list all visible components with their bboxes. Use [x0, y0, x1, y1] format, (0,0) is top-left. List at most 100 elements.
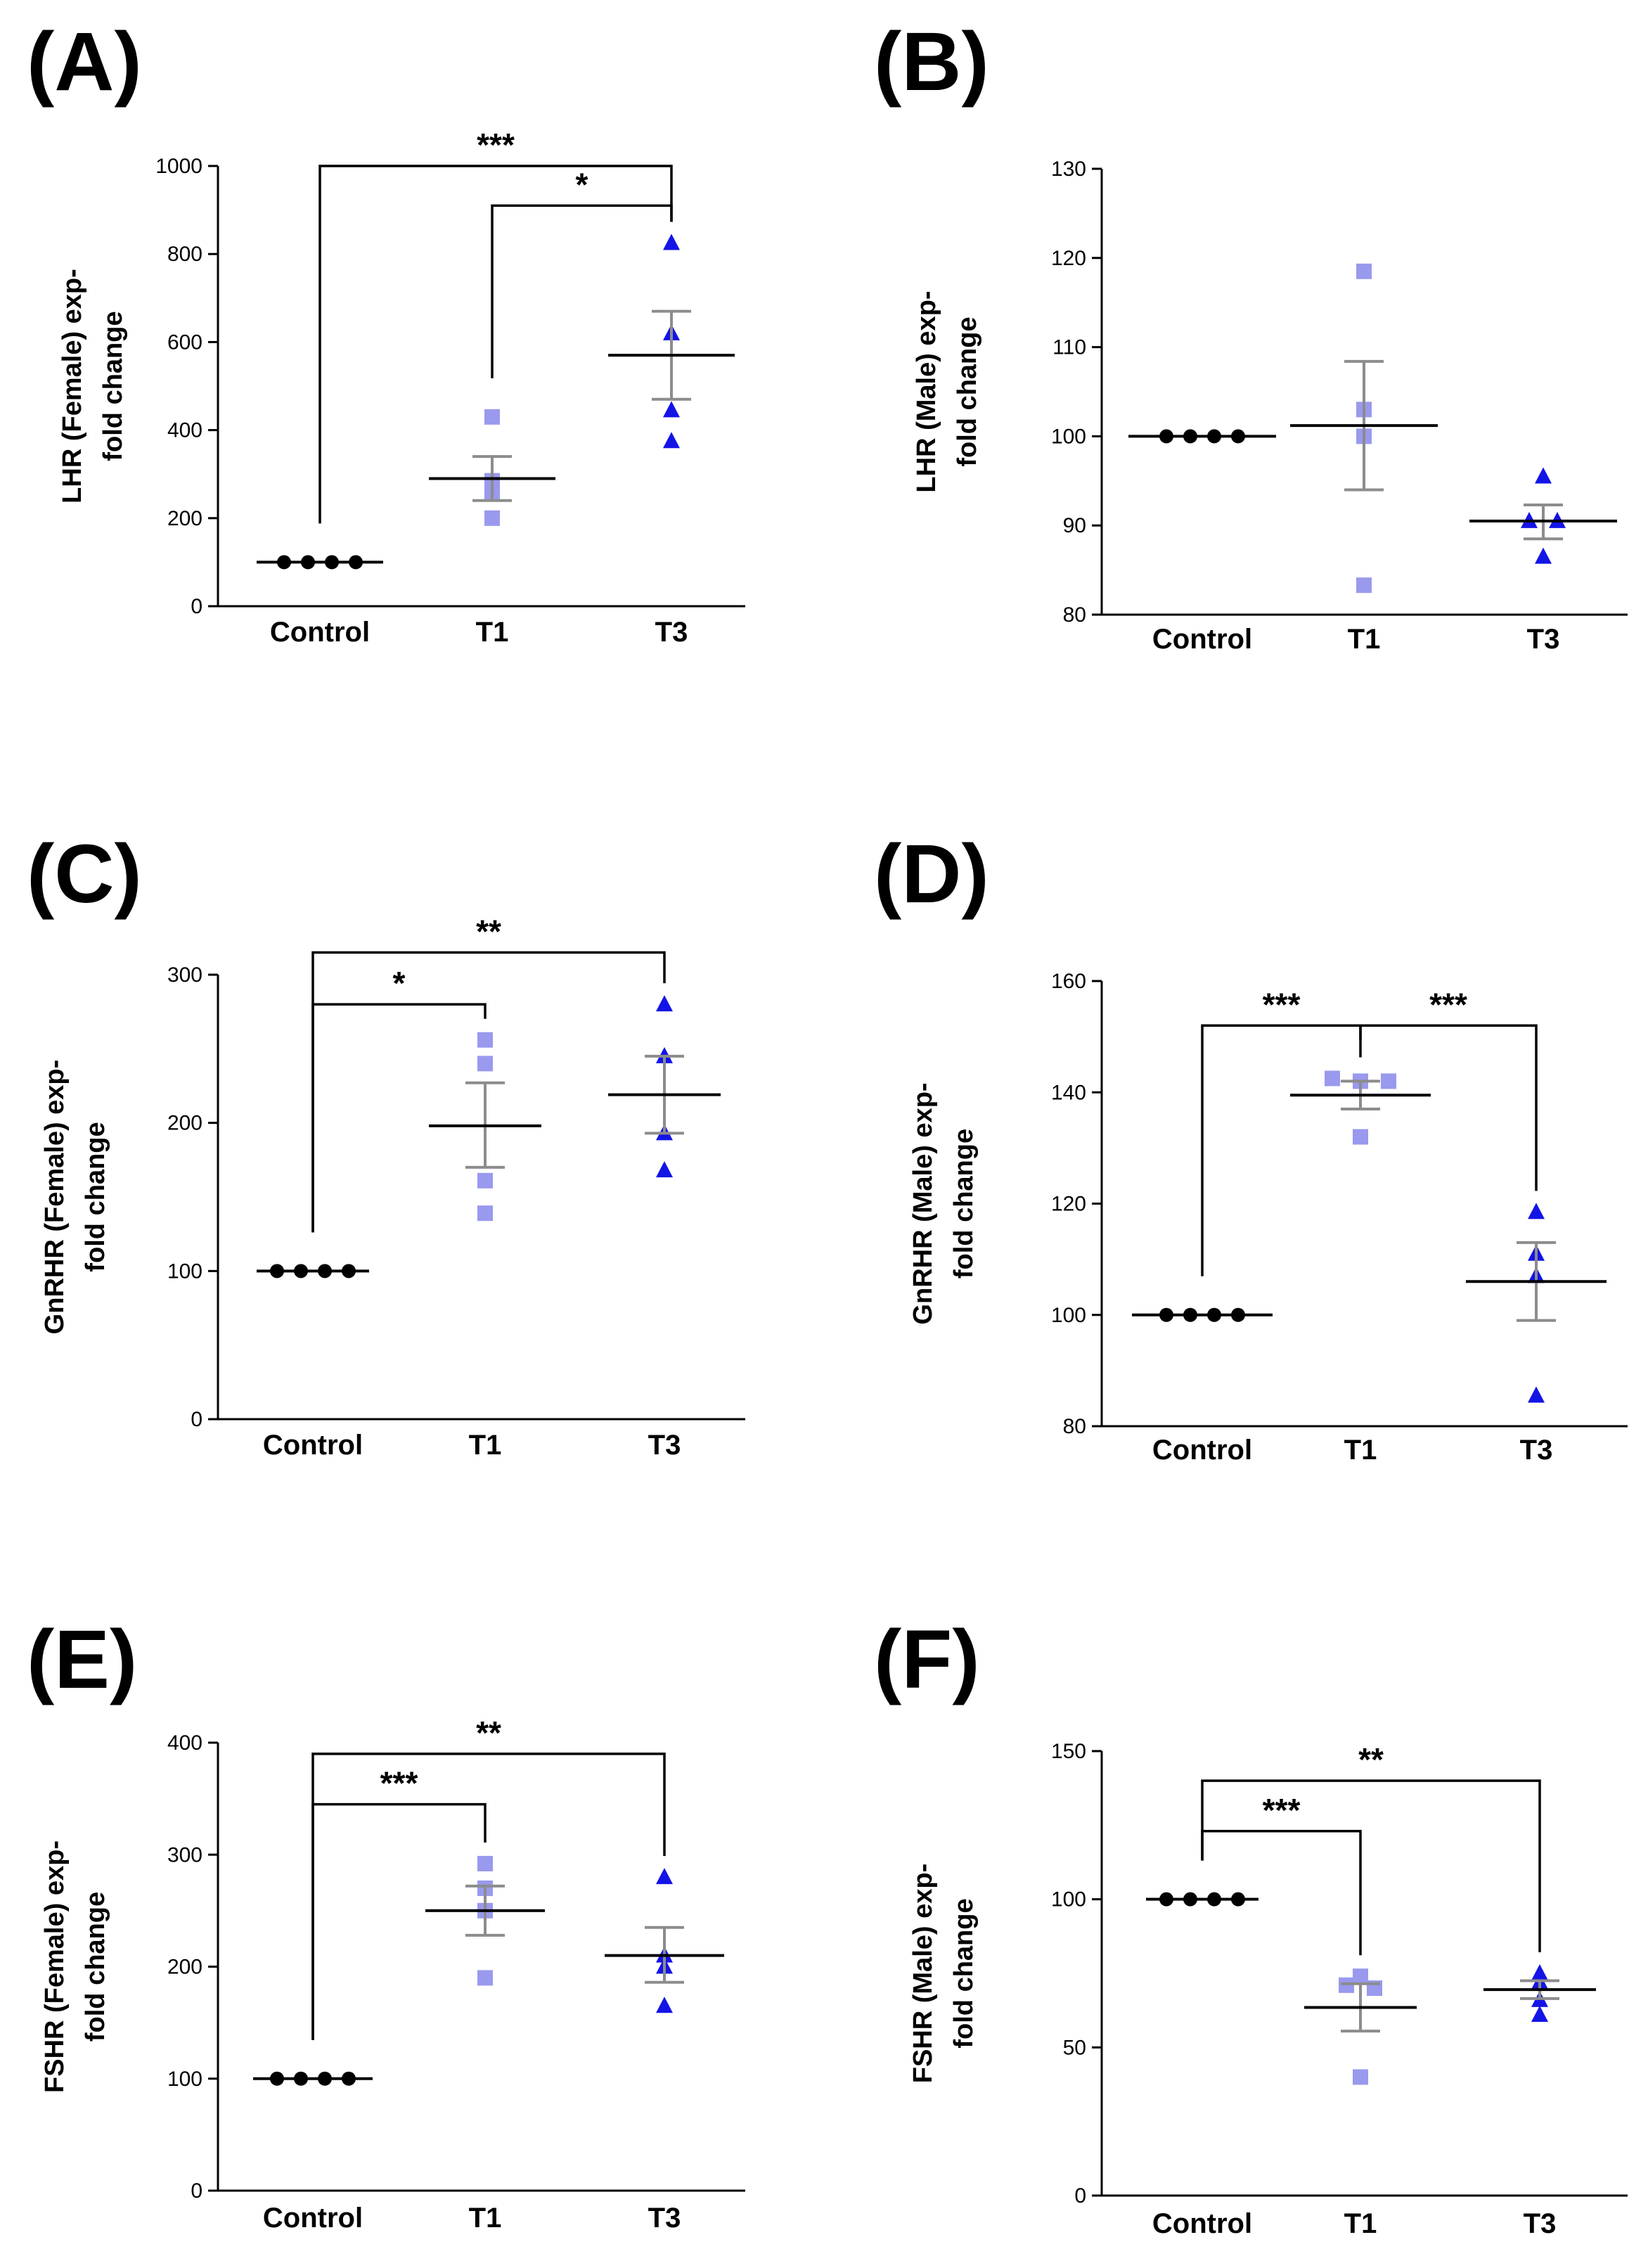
y-axis-title: fold change: [949, 1129, 979, 1279]
data-point-t3: [656, 1161, 673, 1178]
data-point-t1: [477, 1205, 493, 1222]
y-axis-title: fold change: [81, 1892, 110, 2042]
x-category-label: Control: [263, 1430, 363, 1461]
y-tick-label: 200: [167, 507, 202, 530]
data-point-t3: [663, 233, 680, 250]
data-point-t3: [1531, 2005, 1548, 2022]
data-point-t1: [1356, 577, 1372, 594]
chart-panel-5: (F) 0 50 100 150 Control T1 T3 FSHR (Male) exp-f…: [874, 1613, 1628, 2239]
chart-panel-3: (D) 80 100 120 140 160 Control T1 T3 GnRHR (Male)…: [874, 828, 1628, 1466]
data-point-t3: [1535, 547, 1552, 564]
y-tick-label: 80: [1063, 603, 1086, 627]
y-tick-label: 130: [1051, 158, 1086, 181]
y-tick-label: 1000: [155, 155, 202, 178]
y-tick-label: 400: [167, 419, 202, 442]
x-category-label: Control: [263, 2203, 363, 2234]
data-point-t1: [1325, 1070, 1340, 1087]
panel-letter: (E): [27, 1613, 137, 1706]
data-point-t1: [484, 409, 500, 425]
x-category-label: T3: [1520, 1435, 1553, 1466]
data-point-t1: [1356, 263, 1372, 279]
chart-panel-0: (A) 0 200 400 600 800 1000 Control T1 T3 LHR (Fema…: [27, 15, 745, 648]
y-tick-label: 300: [167, 963, 202, 987]
y-tick-label: 200: [167, 1112, 202, 1135]
significance-label: *: [393, 965, 406, 1001]
x-category-label: Control: [1152, 2208, 1252, 2239]
chart-panel-1: (B) 80 90 100 110 120 130 Control T1 T3 LHR (Male)…: [874, 15, 1628, 655]
significance-bracket: [311, 951, 666, 1233]
significance-label: ***: [1263, 1792, 1301, 1828]
y-tick-label: 800: [167, 243, 202, 266]
y-tick-label: 110: [1052, 336, 1086, 359]
significance-label: ***: [1263, 986, 1301, 1023]
y-axis-title: fold change: [81, 1122, 110, 1271]
data-point-t3: [656, 1997, 673, 2013]
significance-bracket: [1201, 1779, 1541, 1952]
x-category-label: Control: [270, 617, 370, 648]
y-tick-label: 0: [1074, 2184, 1086, 2208]
y-axis-title: FSHR (Female) exp-: [40, 1840, 70, 2093]
y-tick-label: 140: [1051, 1081, 1086, 1104]
panel-letter: (C): [27, 828, 142, 921]
data-point-t3: [1528, 1386, 1545, 1403]
x-category-label: T3: [1524, 2208, 1557, 2239]
y-tick-label: 100: [1051, 425, 1086, 448]
data-point-t3: [1528, 1203, 1545, 1219]
y-tick-label: 90: [1063, 514, 1086, 537]
significance-bracket: [311, 1753, 666, 2040]
x-category-label: T3: [655, 617, 688, 648]
data-point-t1: [1381, 1073, 1396, 1089]
data-point-t3: [663, 432, 680, 449]
x-category-label: Control: [1152, 1435, 1252, 1466]
x-category-label: T3: [1527, 624, 1560, 655]
significance-bracket: [1201, 1830, 1362, 1956]
data-point-t1: [477, 1970, 493, 1986]
x-category-label: T3: [648, 1430, 681, 1461]
data-point-t1: [477, 1056, 493, 1072]
x-category-label: T1: [1344, 2208, 1377, 2239]
y-axis-title: fold change: [98, 311, 128, 461]
y-tick-label: 120: [1051, 1193, 1086, 1216]
significance-label: **: [476, 1715, 501, 1751]
y-tick-label: 200: [167, 1956, 202, 1979]
y-tick-label: 300: [167, 1843, 202, 1866]
y-tick-label: 400: [167, 1731, 202, 1755]
data-point-t1: [1353, 2069, 1368, 2085]
significance-bracket: [1201, 1024, 1362, 1276]
x-category-label: T1: [469, 2203, 502, 2234]
significance-bracket: [491, 204, 673, 378]
significance-bracket: [311, 1802, 487, 2040]
y-tick-label: 160: [1051, 970, 1086, 993]
data-point-t1: [1339, 1977, 1354, 1993]
data-point-t3: [663, 401, 680, 418]
significance-label: *: [576, 166, 588, 203]
y-tick-label: 0: [191, 1408, 202, 1431]
y-tick-label: 80: [1063, 1415, 1086, 1438]
x-category-label: T1: [476, 617, 509, 648]
panel-letter: (A): [27, 15, 142, 108]
y-tick-label: 0: [191, 595, 202, 618]
data-point-t1: [1353, 1968, 1368, 1985]
y-tick-label: 100: [1051, 1888, 1086, 1911]
x-category-label: T1: [469, 1430, 502, 1461]
y-axis-title: LHR (Male) exp-: [912, 290, 941, 492]
significance-label: ***: [380, 1765, 418, 1802]
y-tick-label: 100: [167, 1260, 202, 1283]
y-tick-label: 100: [167, 2068, 202, 2091]
x-category-label: T1: [1344, 1435, 1377, 1466]
data-point-t1: [1353, 1129, 1368, 1145]
significance-label: ***: [477, 127, 515, 163]
significance-label: ***: [1429, 986, 1467, 1023]
data-point-t1: [477, 1855, 493, 1871]
x-category-label: T1: [1348, 624, 1381, 655]
significance-label: **: [1358, 1741, 1384, 1778]
y-axis-title: GnRHR (Female) exp-: [40, 1060, 70, 1335]
y-axis-title: fold change: [949, 1898, 979, 2048]
y-axis-title: fold change: [953, 316, 982, 466]
panel-letter: (B): [874, 15, 989, 108]
data-point-t1: [484, 510, 500, 526]
y-axis-title: LHR (Female) exp-: [58, 269, 87, 504]
panel-letter: (D): [874, 828, 989, 921]
significance-bracket: [318, 165, 673, 524]
